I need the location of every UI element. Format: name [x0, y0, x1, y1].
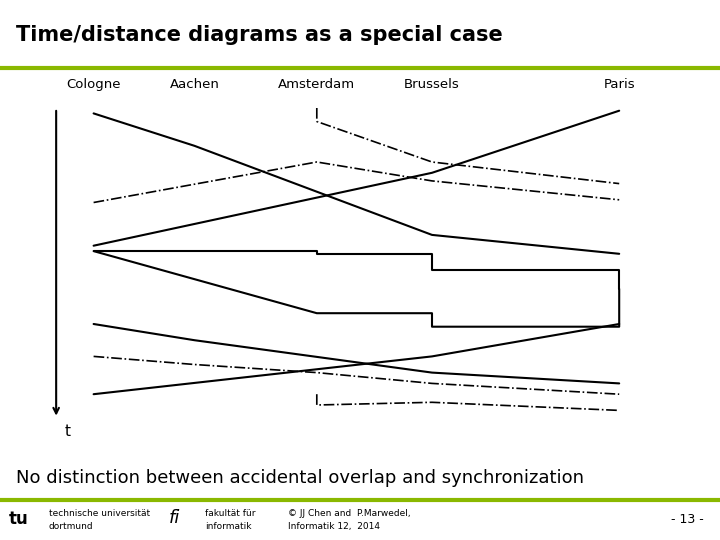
Text: Brussels: Brussels — [404, 78, 460, 91]
Text: Time/distance diagrams as a special case: Time/distance diagrams as a special case — [16, 25, 503, 45]
Text: t: t — [65, 424, 71, 439]
Text: Cologne: Cologne — [66, 78, 121, 91]
Text: No distinction between accidental overlap and synchronization: No distinction between accidental overla… — [16, 469, 584, 487]
Text: informatik: informatik — [205, 522, 252, 531]
Text: dortmund: dortmund — [49, 522, 94, 531]
Text: Informatik 12,  2014: Informatik 12, 2014 — [288, 522, 380, 531]
Text: fakultät für: fakultät für — [205, 509, 256, 517]
Text: fi: fi — [169, 509, 181, 528]
Text: Aachen: Aachen — [169, 78, 220, 91]
Text: - 13 -: - 13 - — [672, 513, 704, 526]
Text: Paris: Paris — [603, 78, 635, 91]
Text: technische universität: technische universität — [49, 509, 150, 517]
Text: © JJ Chen and  P.Marwedel,: © JJ Chen and P.Marwedel, — [288, 509, 410, 517]
Text: tu: tu — [9, 510, 28, 529]
Text: Amsterdam: Amsterdam — [278, 78, 356, 91]
